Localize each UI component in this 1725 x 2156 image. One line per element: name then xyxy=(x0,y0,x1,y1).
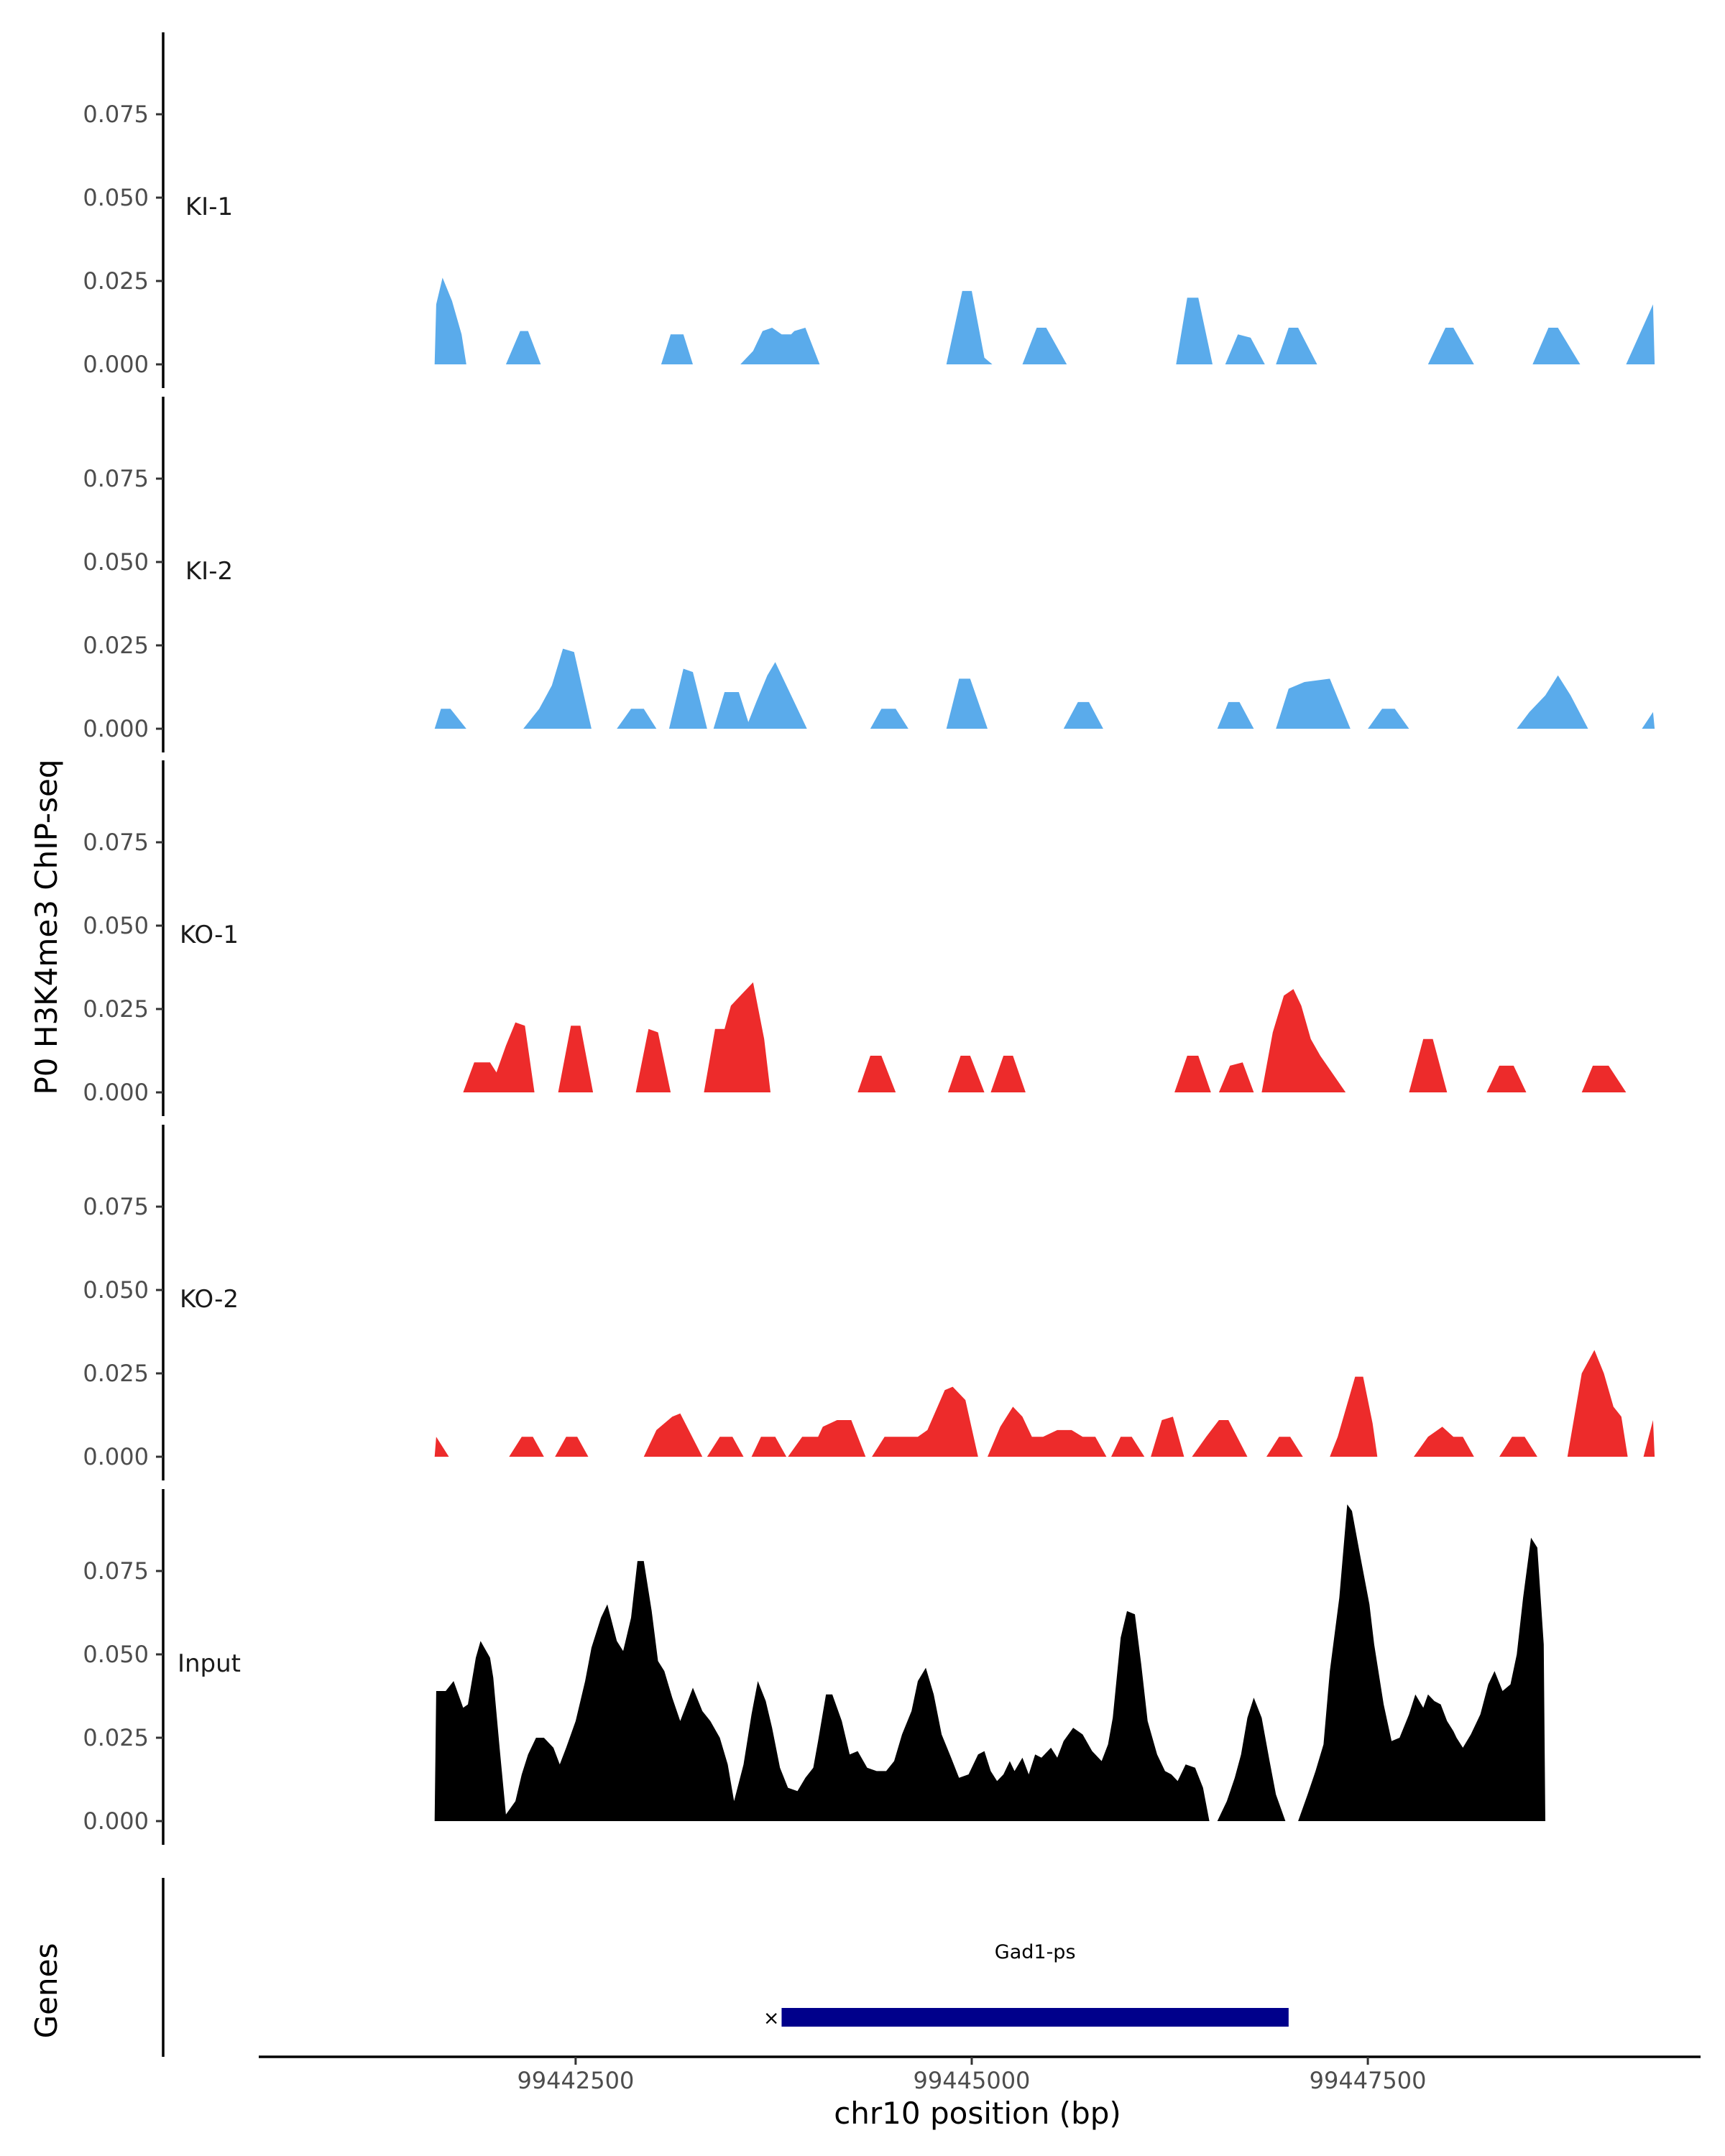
y-tick-label: 0.050 xyxy=(83,1641,149,1668)
x-axis: 99442500 99445000 99447500 xyxy=(259,2055,1701,2094)
y-tick-label: 0.000 xyxy=(83,715,149,742)
gene-body xyxy=(781,2008,1289,2027)
y-tick-label: 0.025 xyxy=(83,1360,149,1387)
signal-area-input xyxy=(434,1504,1546,1821)
y-tick-label: 0.050 xyxy=(83,1276,149,1304)
gene-label: Gad1-ps xyxy=(995,1941,1076,1963)
gene-track: × Gad1-ps xyxy=(162,1878,1289,2057)
signal-area-ki-2 xyxy=(434,648,1655,729)
track-label: KO-2 xyxy=(180,1285,239,1314)
genes-track-title: Genes xyxy=(29,1943,64,2039)
y-tick-label: 0.000 xyxy=(83,1807,149,1835)
track-label: KI-1 xyxy=(185,193,233,221)
x-tick-label: 99447500 xyxy=(1310,2067,1427,2094)
signal-area-ki-1 xyxy=(434,277,1655,364)
track-label: KI-2 xyxy=(185,557,233,586)
y-tick-label: 0.075 xyxy=(83,101,149,128)
track-panel-input: 0.000 0.025 0.050 0.075 Input xyxy=(83,1489,1546,1845)
track-label: KO-1 xyxy=(180,921,239,949)
track-label: Input xyxy=(178,1649,241,1678)
y-tick-label: 0.075 xyxy=(83,1557,149,1585)
track-panel-ko-2: 0.000 0.025 0.050 0.075 KO-2 xyxy=(83,1125,1655,1480)
y-tick-label: 0.050 xyxy=(83,548,149,576)
x-axis-title: chr10 position (bp) xyxy=(834,2096,1121,2131)
y-tick-label: 0.075 xyxy=(83,829,149,856)
track-panels: 0.0000.0250.0500.075KI-10.0000.0250.0500… xyxy=(83,32,1655,1845)
track-panel-ko-1: 0.000 0.025 0.050 0.075 KO-1 xyxy=(83,760,1627,1116)
signal-area-ko-2 xyxy=(434,1350,1655,1457)
y-tick-label: 0.025 xyxy=(83,632,149,659)
y-axis-title: P0 H3K4me3 ChIP-seq xyxy=(29,759,64,1095)
y-tick-label: 0.075 xyxy=(83,1193,149,1220)
y-tick-label: 0.025 xyxy=(83,1724,149,1751)
y-tick-label: 0.000 xyxy=(83,351,149,378)
signal-area-ko-1 xyxy=(463,982,1627,1092)
y-tick-label: 0.050 xyxy=(83,912,149,939)
gene-strand-marker: × xyxy=(763,2007,780,2030)
y-tick-label: 0.025 xyxy=(83,995,149,1023)
x-tick-label: 99445000 xyxy=(914,2067,1031,2094)
y-tick-label: 0.075 xyxy=(83,465,149,492)
y-tick-label: 0.025 xyxy=(83,267,149,295)
y-tick-label: 0.050 xyxy=(83,184,149,211)
y-tick-label: 0.000 xyxy=(83,1443,149,1470)
x-tick-label: 99442500 xyxy=(517,2067,634,2094)
track-panel-ki-2: 0.000 0.025 0.050 0.075 KI-2 xyxy=(83,397,1655,752)
track-panel-ki-1: 0.000 0.025 0.050 0.075 KI-1 xyxy=(83,32,1655,388)
y-tick-label: 0.000 xyxy=(83,1079,149,1106)
